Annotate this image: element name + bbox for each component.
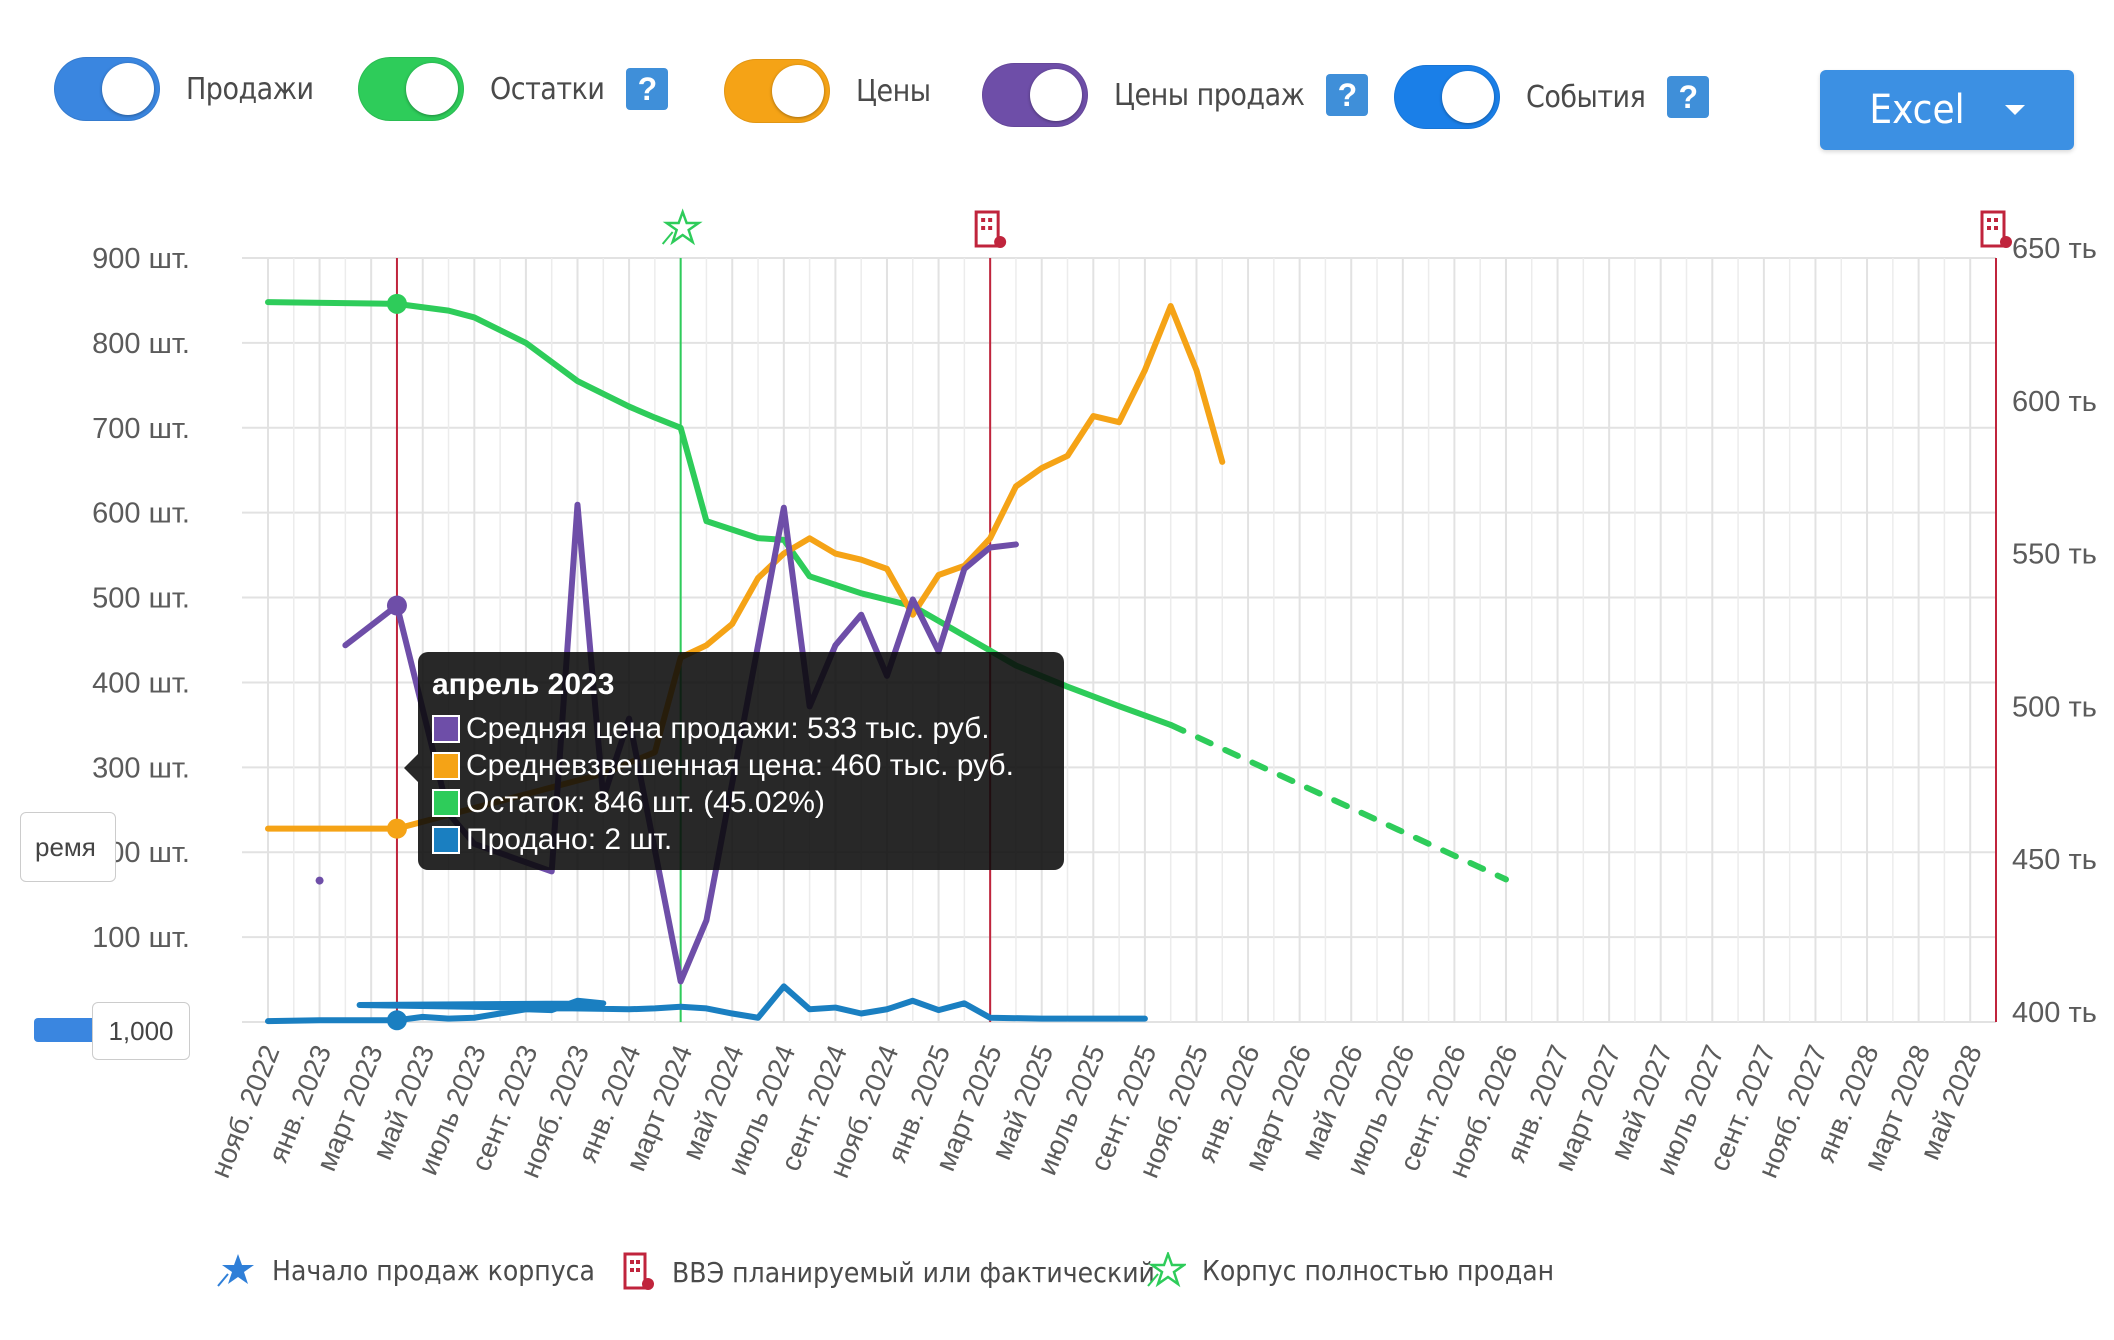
prices-label: Цены: [856, 73, 931, 109]
y-right-tick-label: 600 ть: [2012, 386, 2097, 418]
star-outline-tail: [661, 231, 674, 245]
toggle-sale-prices[interactable]: Цены продаж ?: [982, 60, 1369, 130]
chart-grid: [242, 257, 1996, 1023]
tooltip-row-text: Продано: 2 шт.: [466, 822, 673, 856]
building-icon-window: [981, 218, 986, 222]
sale-prices-help-icon[interactable]: ?: [1326, 74, 1369, 116]
tooltip-row: Продано: 2 шт.: [432, 821, 1050, 858]
building-icon-body: [974, 210, 1000, 248]
toggle-events[interactable]: События ?: [1394, 62, 1710, 132]
building-icon-window: [1987, 218, 1991, 222]
tooltip-title: апрель 2023: [432, 668, 615, 701]
tooltip-row: Средняя цена продажи: 533 тыс. руб.: [432, 710, 1050, 747]
chart-events: [395, 208, 2012, 1022]
y-left-tick-label: 700 шт.: [92, 413, 190, 445]
toggle-sales[interactable]: Продажи: [54, 54, 314, 124]
swatch-stock: [432, 788, 460, 817]
zoom-slider-value[interactable]: 1,000: [92, 1002, 190, 1060]
series-line: [265, 983, 1148, 1025]
series-point: [315, 876, 324, 885]
stock-switch[interactable]: [358, 57, 464, 121]
swatch-avg-price: [432, 751, 460, 780]
building-icon-window: [988, 218, 993, 222]
swatch-sale-price: [432, 714, 460, 743]
zoom-value: 1,000: [108, 1015, 174, 1046]
series-line: [1167, 721, 1509, 883]
y-right-tick-label: 650 ть: [2012, 233, 2097, 265]
y-left-tick-label: 100 шт.: [92, 922, 190, 954]
star-outline-icon: [661, 208, 703, 246]
excel-export-button[interactable]: Excel: [1820, 70, 2074, 150]
y-left-tick-label: 300 шт.: [92, 752, 190, 784]
building-icon: [623, 1252, 654, 1290]
time-label: ремя: [35, 831, 96, 862]
events-label: События: [1526, 79, 1646, 115]
sale-prices-label: Цены продаж: [1114, 77, 1305, 113]
building-icon-body: [1980, 210, 2006, 248]
y-right-tick-label: 400 ть: [2012, 997, 2097, 1029]
tooltip-row: Остаток: 846 шт. (45.02%): [432, 784, 1050, 821]
building-icon-badge: [994, 236, 1007, 248]
toggle-prices[interactable]: Цены: [724, 56, 931, 126]
y-left-tick-label: 800 шт.: [92, 328, 190, 360]
building-icon-window: [988, 226, 993, 230]
y-right-tick-label: 550 ть: [2012, 539, 2097, 571]
hover-marker-sale-price: [386, 595, 407, 616]
building-icon-window: [1994, 218, 1998, 222]
legend-label: Начало продаж корпуса: [272, 1253, 595, 1287]
sales-switch[interactable]: [54, 57, 160, 121]
events-help-icon[interactable]: ?: [1667, 76, 1710, 118]
star-outline-shape: [662, 208, 703, 246]
legend-label: ВВЭ планируемый или фактический: [672, 1255, 1155, 1289]
events-switch[interactable]: [1394, 65, 1500, 129]
chevron-down-icon: [2004, 105, 2025, 115]
y-left-tick-label: 600 шт.: [92, 498, 190, 530]
star-outline-icon: [1147, 1252, 1186, 1288]
y-right-tick-label: 500 ть: [2012, 691, 2097, 723]
prices-switch[interactable]: [724, 59, 830, 123]
chart-markers: [386, 293, 407, 1031]
legend-commissioning: ВВЭ планируемый или фактический: [622, 1252, 1155, 1292]
building-icon-window: [981, 226, 986, 230]
tooltip-row-text: Средневзвешенная цена: 460 тыс. руб.: [466, 748, 1014, 782]
building-icon: [974, 210, 1007, 248]
stock-label: Остатки: [490, 71, 605, 107]
y-left-tick-label: 500 шт.: [92, 583, 190, 615]
swatch-sold: [432, 825, 460, 854]
y-left-tick-label: 400 шт.: [92, 667, 190, 699]
hover-marker-avg-price: [386, 818, 407, 839]
tooltip-row-text: Средняя цена продажи: 533 тыс. руб.: [466, 711, 990, 745]
building-icon: [1980, 210, 2012, 248]
legend-label: Корпус полностью продан: [1202, 1253, 1555, 1287]
star-icon: [217, 1254, 254, 1287]
toggle-stock[interactable]: Остатки ?: [358, 54, 669, 124]
stock-help-icon[interactable]: ?: [626, 68, 669, 110]
legend-sales-start: Начало продаж корпуса: [216, 1252, 595, 1288]
chart-tooltip: апрель 2023 Средняя цена продажи: 533 ты…: [404, 652, 1064, 870]
building-icon-window: [1987, 226, 1991, 230]
building-icon-badge: [2000, 236, 2012, 248]
sales-label: Продажи: [186, 71, 314, 107]
hover-marker-stock: [386, 293, 407, 314]
tooltip-row: Средневзвешенная цена: 460 тыс. руб.: [432, 747, 1050, 784]
y-right-tick-label: 450 ть: [2012, 844, 2097, 876]
x-tick-label: нояб. 2022: [204, 1041, 285, 1183]
excel-label: Excel: [1869, 87, 1965, 133]
legend-sold-out: Корпус полностью продан: [1146, 1252, 1554, 1288]
chart-axes: 0100 шт.200 шт.300 шт.400 шт.500 шт.600 …: [92, 233, 2097, 1182]
tooltip-row-text: Остаток: 846 шт. (45.02%): [466, 785, 825, 819]
y-left-tick-label: 900 шт.: [92, 243, 190, 275]
sale-prices-switch[interactable]: [982, 63, 1088, 127]
hover-marker-sold: [386, 1010, 407, 1031]
time-control[interactable]: ремя: [20, 812, 116, 882]
building-icon-window: [1994, 226, 1998, 230]
